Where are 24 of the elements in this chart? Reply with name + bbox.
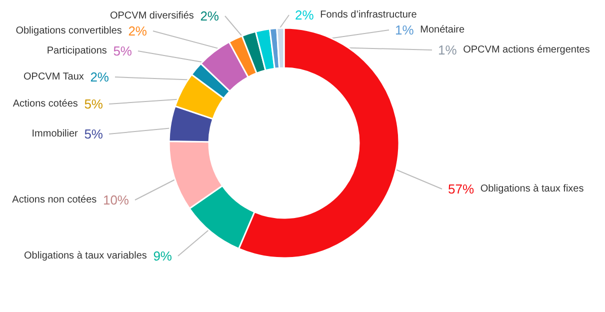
slice-label: Immobilier xyxy=(32,128,79,140)
slice-label: Monétaire xyxy=(420,24,466,36)
data-label: 1% xyxy=(395,22,414,38)
slice-label: Obligations à taux variables xyxy=(24,250,147,262)
slice-label: Actions non cotées xyxy=(12,194,97,206)
slice-label: OPCVM Taux xyxy=(23,72,84,82)
data-label: 2% xyxy=(200,8,220,24)
data-label: 2% xyxy=(90,70,110,84)
data-label: 2% xyxy=(295,8,314,22)
data-label: 10% xyxy=(102,192,130,208)
data-label: 9% xyxy=(153,248,172,264)
data-label: 57% xyxy=(448,182,474,196)
slice-label: Obligations à taux fixes xyxy=(480,184,584,194)
slice-label: Participations xyxy=(46,46,107,56)
slice-label: Obligations convertibles xyxy=(16,26,122,36)
slice-label: Actions cotées xyxy=(12,98,78,110)
slice-label: OPCVM diversifiés xyxy=(110,10,194,22)
data-label: 5% xyxy=(113,44,132,58)
slice-label: Fonds d’infrastructure xyxy=(320,10,418,20)
data-label: 5% xyxy=(84,126,104,142)
data-label: 2% xyxy=(128,24,148,38)
data-label: 5% xyxy=(84,96,104,112)
data-label: 1% xyxy=(438,42,458,58)
slice-label: OPCVM actions émergentes xyxy=(463,44,590,56)
